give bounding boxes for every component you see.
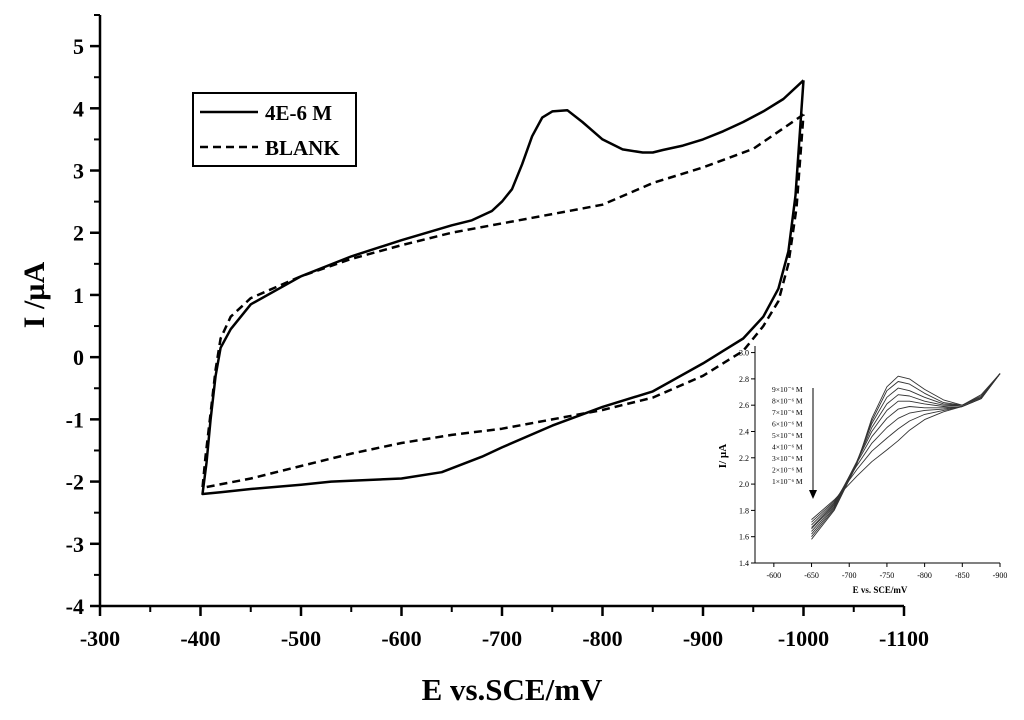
inset-x-axis-label: E vs. SCE/mV — [853, 585, 908, 595]
inset-series-line-1 — [811, 373, 1001, 540]
main-y-tick-label: 4 — [73, 96, 84, 121]
main-y-tick-label: -4 — [66, 594, 84, 619]
main-y-tick-label: -2 — [66, 470, 84, 495]
main-legend-label-2: BLANK — [265, 136, 340, 160]
inset-concentration-label-5: 5×10⁻⁶ M — [772, 431, 803, 440]
main-x-tick-label: -1000 — [778, 626, 829, 651]
inset-y-tick-label: 2.6 — [739, 401, 749, 410]
inset-arrow-head — [809, 490, 817, 499]
inset-concentration-label-2: 8×10⁻⁶ M — [772, 397, 803, 406]
inset-x-tick-label: -700 — [842, 571, 857, 580]
inset-axes: -600 -650 -700 -750 -800 -850 -900 1.4 1.6 1.8 2.0… — [739, 346, 1007, 580]
inset-x-tick-label: -900 — [993, 571, 1008, 580]
inset-concentration-label-1: 9×10⁻⁶ M — [772, 385, 803, 394]
main-series-line-2 — [201, 113, 805, 490]
main-legend: 4E-6 M BLANK — [192, 92, 357, 167]
inset-y-tick-label: 1.6 — [739, 533, 749, 542]
inset-series-line-4 — [811, 373, 1001, 532]
inset-concentration-label-7: 3×10⁻⁶ M — [772, 454, 803, 463]
main-x-tick-label: -500 — [281, 626, 321, 651]
inset-x-tick-label: -750 — [880, 571, 895, 580]
inset-series-line-2 — [811, 373, 1001, 537]
inset-y-tick-label: 2.4 — [739, 427, 749, 436]
inset-x-tick-label: -800 — [917, 571, 932, 580]
main-legend-label-1: 4E-6 M — [265, 101, 332, 125]
inset-concentration-label-3: 7×10⁻⁶ M — [772, 408, 803, 417]
inset-series-line-3 — [811, 373, 1001, 535]
inset-series-line-6 — [811, 373, 1001, 528]
main-series-group — [201, 79, 805, 496]
main-x-axis-label: E vs.SCE/mV — [422, 672, 603, 707]
main-y-tick-label: 1 — [73, 283, 84, 308]
inset-concentration-labels: 9×10⁻⁶ M 8×10⁻⁶ M 7×10⁻⁶ M 6×10⁻⁶ M 5×10⁻⁶ M… — [772, 385, 817, 499]
inset-series-line-5 — [811, 373, 1001, 530]
inset-x-tick-label: -650 — [804, 571, 819, 580]
main-y-tick-label: 5 — [73, 34, 84, 59]
inset-concentration-label-4: 6×10⁻⁶ M — [772, 420, 803, 429]
main-x-tick-label: -300 — [80, 626, 120, 651]
main-y-axis-label: I /µA — [18, 261, 51, 328]
main-x-tick-label: -400 — [180, 626, 220, 651]
inset-series-line-9 — [811, 373, 1001, 520]
main-x-tick-label: -800 — [582, 626, 622, 651]
main-axes: -300 -400 -500 -600 -700 -800 -900 -1000 -1100 -4… — [66, 14, 929, 651]
main-y-tick-label: -3 — [66, 532, 84, 557]
main-x-tick-label: -700 — [482, 626, 522, 651]
main-y-tick-label: 2 — [73, 221, 84, 246]
inset-concentration-label-6: 4×10⁻⁶ M — [772, 443, 803, 452]
inset-series-group — [811, 373, 1001, 540]
main-legend-box — [192, 92, 357, 167]
main-series-line-1 — [201, 79, 805, 496]
inset-y-tick-label: 1.8 — [739, 506, 749, 515]
main-y-tick-label: 0 — [73, 345, 84, 370]
inset-x-tick-label: -850 — [955, 571, 970, 580]
inset-series-line-7 — [811, 373, 1001, 526]
inset-y-tick-label: 2.2 — [739, 454, 749, 463]
inset-y-axis-label: I/ µA — [717, 444, 729, 468]
main-y-tick-label: -1 — [66, 407, 84, 432]
inset-y-tick-label: 1.4 — [739, 559, 749, 568]
inset-x-tick-label: -600 — [767, 571, 782, 580]
inset-concentration-label-9: 1×10⁻⁶ M — [772, 477, 803, 486]
main-x-tick-label: -600 — [381, 626, 421, 651]
main-x-tick-label: -1100 — [879, 626, 929, 651]
inset-concentration-label-8: 2×10⁻⁶ M — [772, 466, 803, 475]
inset-y-tick-label: 2.8 — [739, 375, 749, 384]
main-y-tick-label: 3 — [73, 159, 84, 184]
main-x-tick-label: -900 — [683, 626, 723, 651]
inset-y-tick-label: 3.0 — [739, 349, 749, 358]
inset-y-tick-label: 2.0 — [739, 480, 749, 489]
